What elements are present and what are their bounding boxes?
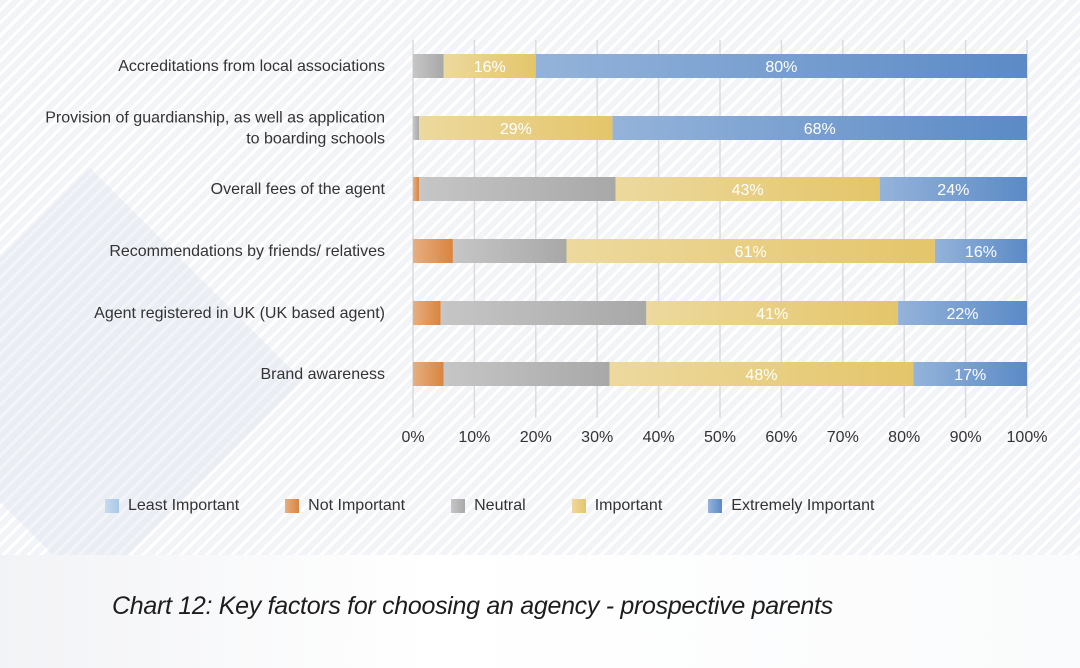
category-label: Agent registered in UK (UK based agent) <box>94 305 385 322</box>
category-label: Overall fees of the agent <box>211 181 386 198</box>
bar-segment-not-important <box>413 177 420 201</box>
x-tick-label: 90% <box>950 429 982 446</box>
data-label: 43% <box>732 182 764 199</box>
bar-segment-important <box>609 362 914 386</box>
data-label: 68% <box>804 121 836 138</box>
data-label: 61% <box>735 244 767 261</box>
legend-swatch <box>451 499 466 513</box>
legend-swatch <box>285 499 300 513</box>
x-tick-label: 60% <box>765 429 797 446</box>
legend-swatch <box>708 499 723 513</box>
bar-segment-important <box>646 301 899 325</box>
x-tick-label: 100% <box>1007 429 1048 446</box>
x-tick-label: 30% <box>581 429 613 446</box>
bar-segment-neutral <box>452 239 567 263</box>
legend-swatch <box>105 499 119 513</box>
category-label: Provision of guardianship, as well as ap… <box>45 110 385 127</box>
bar-segment-neutral <box>413 116 420 140</box>
x-tick-label: 20% <box>520 429 552 446</box>
category-label: to boarding schools <box>246 131 385 148</box>
bar-segment-important <box>566 239 935 263</box>
bar-segment-extremely-important <box>898 301 1027 325</box>
legend-label: Neutral <box>474 497 526 514</box>
category-label: Recommendations by friends/ relatives <box>109 243 385 260</box>
x-tick-label: 50% <box>704 429 736 446</box>
chart-title: Chart 12: Key factors for choosing an ag… <box>112 592 833 620</box>
x-tick-label: 40% <box>643 429 675 446</box>
legend-item: Extremely Important <box>708 497 874 515</box>
caption-area <box>0 555 1080 668</box>
data-label: 41% <box>756 306 788 323</box>
bar-segment-important <box>419 116 613 140</box>
legend-item: Least Important <box>105 497 239 515</box>
data-label: 48% <box>745 367 777 384</box>
bar-segment-important <box>615 177 880 201</box>
bar-segment-extremely-important <box>535 54 1027 78</box>
bar-segment-neutral <box>413 54 444 78</box>
bar-segment-extremely-important <box>913 362 1027 386</box>
bar-segment-neutral <box>443 362 610 386</box>
bar-segment-extremely-important <box>879 177 1027 201</box>
legend-label: Not Important <box>308 497 406 514</box>
bar-segment-not-important <box>413 362 444 386</box>
legend-label: Important <box>594 497 663 514</box>
chart-legend: Least Important Not Important Neutral Impor… <box>105 497 920 515</box>
legend-label: Extremely Important <box>731 497 875 514</box>
data-label: 16% <box>474 59 506 76</box>
category-label: Brand awareness <box>260 366 385 383</box>
legend-item: Neutral <box>451 497 526 515</box>
data-label: 29% <box>500 121 532 138</box>
data-label: 16% <box>965 244 997 261</box>
data-label: 17% <box>954 367 986 384</box>
data-label: 24% <box>937 182 969 199</box>
x-tick-label: 70% <box>827 429 859 446</box>
x-tick-label: 0% <box>401 429 424 446</box>
legend-swatch <box>571 499 586 513</box>
bar-segment-extremely-important <box>612 116 1027 140</box>
x-tick-label: 80% <box>888 429 920 446</box>
legend-item: Not Important <box>285 497 405 515</box>
bar-segment-not-important <box>413 301 441 325</box>
bar-segment-neutral <box>419 177 616 201</box>
stacked-bar-chart: 16% 80% 29% 68% 43% 24% 61% 16% 41% 22% 48% 17% Acc… <box>45 40 1048 446</box>
x-tick-label: 10% <box>458 429 490 446</box>
bar-segment-neutral <box>440 301 647 325</box>
legend-item: Important <box>571 497 663 515</box>
category-label: Accreditations from local associations <box>118 58 385 75</box>
background-pattern <box>0 0 1080 555</box>
data-label: 22% <box>947 306 979 323</box>
bar-segment-important <box>443 54 536 78</box>
legend-label: Least Important <box>128 497 240 514</box>
data-label: 80% <box>765 59 797 76</box>
bar-segment-not-important <box>413 239 453 263</box>
bar-segment-extremely-important <box>934 239 1027 263</box>
